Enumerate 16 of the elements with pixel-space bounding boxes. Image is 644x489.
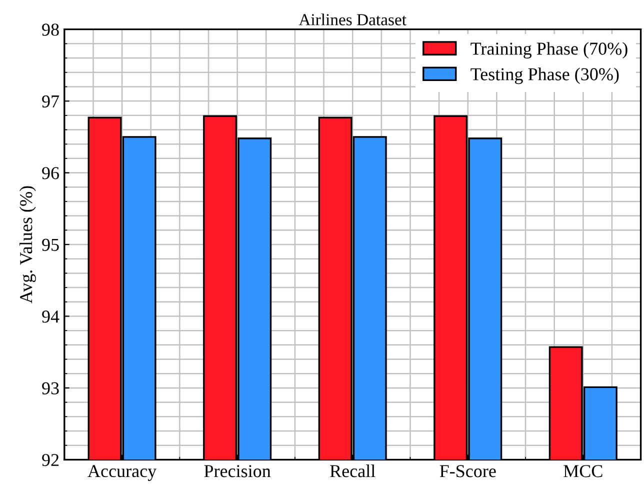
y-tick-label: 93: [42, 382, 59, 394]
y-tick-label: 92: [42, 454, 59, 466]
y-tick-label: 98: [42, 24, 59, 36]
y-tick-label: 96: [42, 167, 59, 180]
x-tick-label: Precision: [204, 465, 271, 478]
y-axis-title: Avg. Values (%): [20, 186, 36, 304]
y-tick-label: 97: [42, 95, 60, 108]
chart-title: Airlines Dataset: [298, 14, 406, 26]
x-tick-label: F-Score: [440, 465, 496, 478]
x-tick-label: Accuracy: [88, 465, 157, 481]
x-tick-label: MCC: [564, 465, 602, 478]
y-tick-label: 95: [42, 238, 59, 251]
legend-label: Testing Phase (30%): [470, 68, 619, 84]
y-tick-label: 94: [42, 310, 60, 323]
x-tick-label: Recall: [330, 464, 376, 478]
legend-label: Training Phase (70%): [470, 42, 628, 59]
